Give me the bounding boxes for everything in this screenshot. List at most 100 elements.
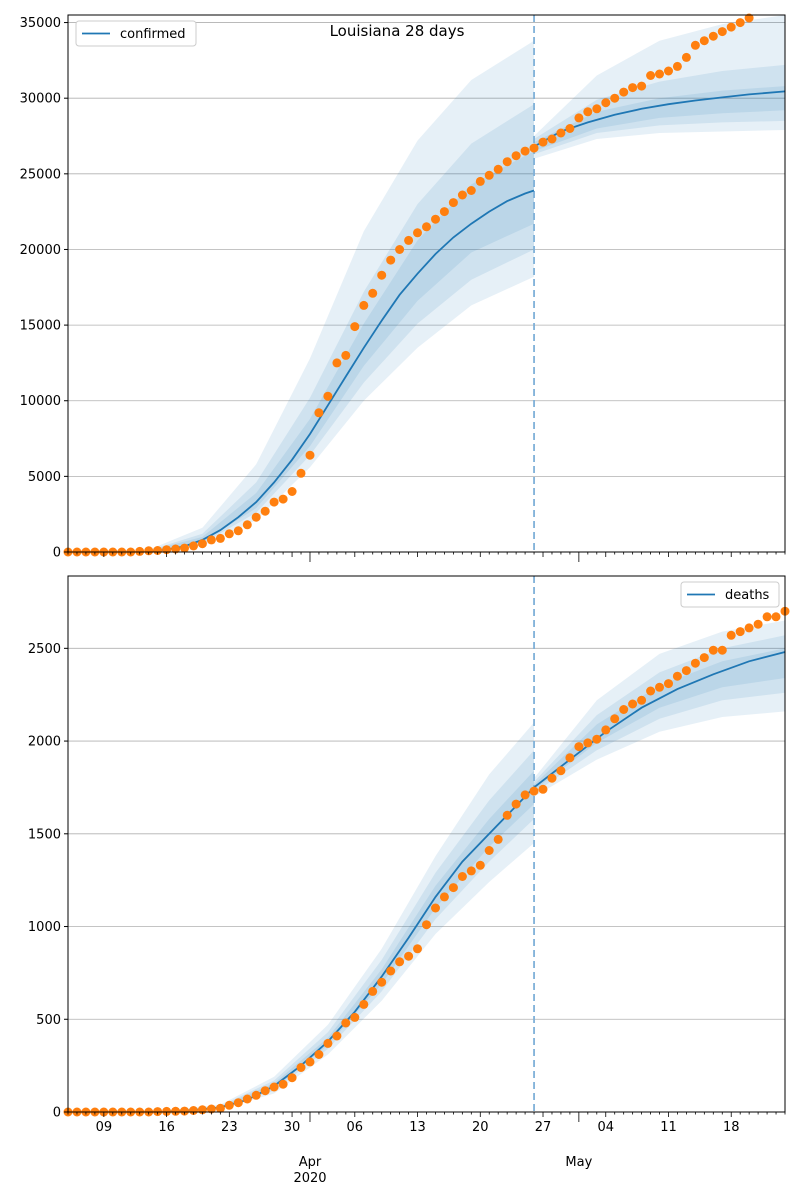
x-tick-label: 04 [597,1120,614,1135]
confirmed-legend: confirmed [75,20,197,47]
deaths-observed-point [269,1082,279,1092]
confirmed-band [534,86,785,152]
confirmed-observed-point [628,83,638,93]
deaths-observed-point [637,695,647,705]
deaths-observed-point [466,866,476,876]
confirmed-observed-point [206,535,216,545]
deaths-observed-point [206,1104,216,1114]
deaths-observed-point [619,705,629,714]
deaths-observed-point [753,619,763,629]
confirmed-observed-point [502,157,512,167]
confirmed-legend-label: confirmed [120,27,186,42]
deaths-y-tick-label: 2000 [28,735,61,750]
deaths-observed-point [457,872,467,881]
deaths-observed-point [484,846,494,855]
confirmed-observed-point [690,40,700,50]
confirmed-observed-point [224,529,234,539]
confirmed-observed-point [171,544,181,554]
deaths-observed-point [475,860,485,870]
deaths-observed-point [583,738,593,748]
confirmed-observed-point [681,52,691,62]
deaths-observed-point [592,734,602,744]
confirmed-observed-point [475,176,485,186]
deaths-observed-point [726,630,736,640]
deaths-y-tick-label: 0 [53,1106,61,1121]
confirmed-observed-point [744,13,754,23]
confirmed-observed-points [63,13,754,557]
deaths-observed-point [744,623,754,633]
confirmed-band [534,15,785,159]
confirmed-credible-bands [148,15,785,552]
confirmed-y-tick-label: 0 [53,546,61,561]
deaths-forecast-line [533,651,786,789]
deaths-observed-point [224,1100,234,1110]
deaths-band [166,722,534,1112]
deaths-observed-point [448,883,458,893]
confirmed-observed-point [457,190,467,200]
confirmed-observed-point [529,143,539,153]
deaths-observed-point [350,1012,360,1022]
confirmed-panel: 0 5000 10000 15000 20000 25000 30000 35000 Loui… [20,13,786,562]
confirmed-axes-frame [67,14,786,553]
confirmed-observed-point [368,288,378,298]
deaths-observed-point [386,966,396,976]
confirmed-observed-point [260,506,270,516]
confirmed-observed-point [574,113,584,123]
confirmed-observed-point [493,164,503,174]
deaths-observed-point [171,1106,181,1116]
deaths-observed-point [431,903,440,913]
confirmed-observed-point [395,245,405,254]
confirmed-observed-point [619,87,629,97]
deaths-observed-point [771,612,781,622]
confirmed-observed-point [350,322,360,332]
deaths-y-tick-label: 500 [36,1013,61,1028]
deaths-observed-point [646,686,656,696]
deaths-observed-point [260,1086,270,1096]
deaths-band [534,620,785,797]
confirmed-observed-point [233,526,243,536]
deaths-y-tick-label: 2500 [28,642,61,657]
confirmed-observed-point [466,186,476,195]
deaths-observed-point [368,986,378,996]
confirmed-observed-point [637,81,647,91]
deaths-observed-point [189,1106,198,1115]
deaths-band [534,635,785,793]
confirmed-observed-point [431,214,440,224]
deaths-observed-point [717,645,727,655]
confirmed-observed-point [726,22,736,32]
x-tick-label: 23 [221,1120,238,1135]
confirmed-observed-point [189,541,198,551]
deaths-credible-bands [166,620,785,1112]
confirmed-observed-point [413,228,422,238]
confirmed-model-line [148,189,535,553]
confirmed-observed-point [296,468,306,478]
deaths-observed-point [296,1063,306,1072]
confirmed-y-tick-label: 35000 [20,16,61,31]
deaths-observed-point [547,773,557,783]
confirmed-observed-point [404,235,414,245]
deaths-observed-point [565,753,575,763]
confirmed-observed-point [386,255,396,265]
confirmed-observed-point [699,36,709,46]
x-month-label: Apr [299,1155,322,1170]
deaths-observed-point [655,682,664,692]
chart-title: Louisiana 28 days [330,22,465,40]
deaths-observed-point [628,699,638,709]
confirmed-forecast-line [533,90,786,148]
deaths-observed-point [242,1094,252,1104]
confirmed-observed-point [601,98,611,108]
deaths-observed-point [762,612,772,622]
confirmed-observed-point [655,69,664,79]
deaths-panel: 0 500 1000 1500 2000 2500 09 16 23 30 06 13 20 27 04 1… [28,575,790,1186]
confirmed-observed-point [287,487,297,496]
confirmed-observed-point [377,270,387,280]
x-tick-label: 09 [96,1120,113,1135]
confirmed-observed-point [672,61,682,71]
confirmed-observed-point [278,494,288,504]
confirmed-y-tick-label: 30000 [20,92,61,107]
confirmed-legend-box [75,20,197,47]
confirmed-observed-point [565,124,575,133]
deaths-observed-point [735,627,745,637]
deaths-observed-point [556,766,566,776]
